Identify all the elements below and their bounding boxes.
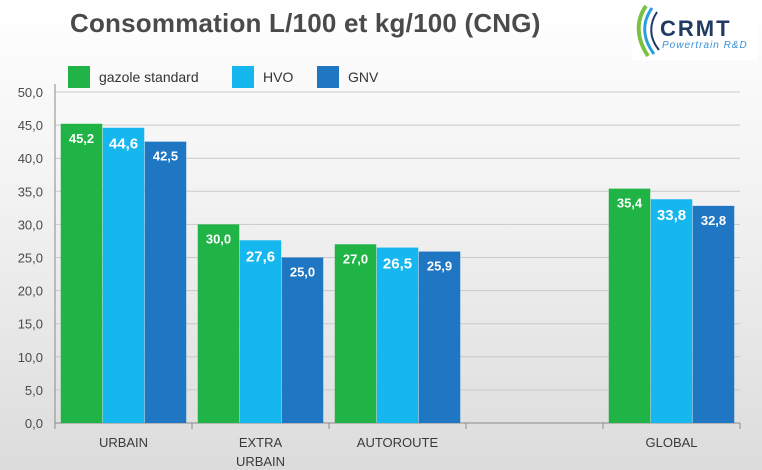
y-tick-label: 50,0 [18,85,43,100]
data-label: 30,0 [206,231,231,246]
bar [197,224,240,423]
data-label: 25,0 [290,265,315,280]
bar [334,244,377,423]
bar [144,141,187,423]
bar [239,240,282,423]
logo-swoosh-icon [636,4,660,58]
bar [376,247,419,423]
legend-swatch [232,66,254,88]
y-tick-label: 35,0 [18,184,43,199]
legend-swatch [68,66,90,88]
data-label: 33,8 [657,207,686,224]
y-tick-label: 40,0 [18,151,43,166]
logo-subtitle: Powertrain R&D [662,40,748,51]
bar [281,257,324,423]
data-label: 45,2 [69,131,94,146]
data-label: 27,0 [343,251,368,266]
data-label: 27,6 [246,248,275,265]
chart-title: Consommation L/100 et kg/100 (CNG) [70,8,541,38]
y-tick-label: 25,0 [18,251,43,266]
legend-label: gazole standard [99,69,199,85]
y-tick-label: 30,0 [18,217,43,232]
legend-label: GNV [348,69,379,85]
bar [608,188,651,423]
x-category-label: AUTOROUTE [357,435,439,450]
data-label: 35,4 [617,196,643,211]
bar [692,205,735,423]
data-label: 42,5 [153,149,178,164]
data-label: 32,8 [701,213,726,228]
data-label: 25,9 [427,259,452,274]
bar [102,127,145,424]
y-tick-label: 20,0 [18,284,43,299]
y-tick-label: 0,0 [25,416,43,431]
crmt-logo: CRMT Powertrain R&D [632,2,758,60]
data-label: 26,5 [383,256,412,273]
bar [650,199,693,423]
x-category-label: GLOBAL [645,435,697,450]
x-category-label: URBAIN [99,435,148,450]
bar [60,123,103,423]
logo-text: CRMT [660,16,732,41]
y-tick-label: 5,0 [25,383,43,398]
legend-swatch [317,66,339,88]
x-category-label: EXTRA [239,435,283,450]
y-tick-label: 10,0 [18,350,43,365]
y-tick-label: 15,0 [18,317,43,332]
bar [418,251,461,423]
y-tick-label: 45,0 [18,118,43,133]
x-category-label: URBAIN [236,454,285,469]
legend-label: HVO [263,69,293,85]
data-label: 44,6 [109,136,138,153]
